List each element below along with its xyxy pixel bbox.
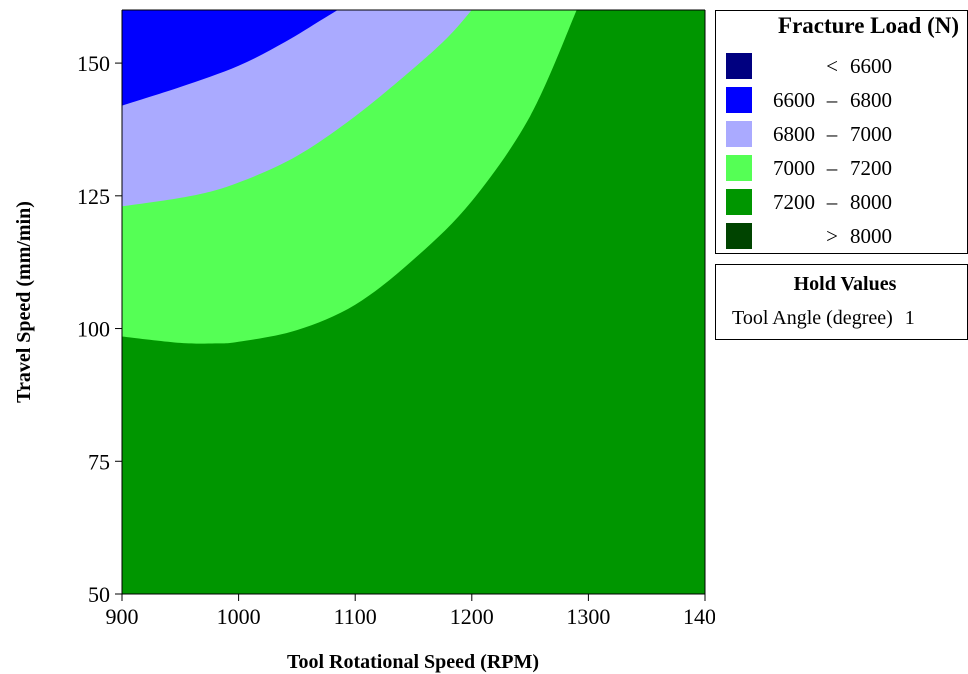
legend-item: <6600 [726, 53, 966, 79]
y-tick-label: 150 [77, 51, 110, 76]
legend-swatch [726, 53, 752, 79]
x-tick-label: 900 [106, 604, 139, 629]
hold-values-panel: Hold Values Tool Angle (degree) 1 [715, 264, 968, 340]
legend-swatch [726, 87, 752, 113]
legend-item: >8000 [726, 223, 966, 249]
x-tick-label: 1400 [683, 604, 715, 629]
legend-swatch [726, 223, 752, 249]
legend-range: 6600–6800 [760, 87, 920, 113]
x-tick-label: 1000 [217, 604, 261, 629]
axes: 900 1000 1100 1200 1300 1400 50 75 100 125 150 [77, 9, 715, 629]
legend-range-high: 6600 [850, 54, 892, 78]
legend-range-dash: – [826, 88, 838, 112]
legend-range-high: 7000 [850, 122, 892, 146]
y-tick-label: 50 [88, 582, 110, 607]
y-tick-label: 125 [77, 184, 110, 209]
hold-value-label: Tool Angle (degree) [732, 307, 893, 329]
legend-range: 6800–7000 [760, 121, 920, 147]
legend-swatch [726, 189, 752, 215]
legend-range-high: 8000 [850, 224, 892, 248]
legend-range: <6600 [760, 53, 920, 79]
x-tick-label: 1200 [450, 604, 494, 629]
legend-range-low: 6600 [773, 88, 815, 112]
legend-item: 7200–8000 [726, 189, 966, 215]
region-6600-6800 [122, 10, 338, 106]
legend-range-dash: – [826, 190, 838, 214]
legend-range-high: 6800 [850, 88, 892, 112]
legend-swatch [726, 155, 752, 181]
hold-value-row: Tool Angle (degree) 1 [732, 307, 915, 330]
legend-range-high: 7200 [850, 156, 892, 180]
legend-range: >8000 [760, 223, 920, 249]
legend-range-low: 7000 [773, 156, 815, 180]
hold-values-title: Hold Values [793, 273, 897, 295]
legend-range-dash: – [826, 156, 838, 180]
legend-range-high: 8000 [850, 190, 892, 214]
legend-range-dash: – [826, 122, 838, 146]
legend: Fracture Load (N) <6600 6600–6800 6800–700… [715, 10, 968, 254]
y-tick-label: 100 [77, 317, 110, 342]
x-axis-title: Tool Rotational Speed (RPM) [287, 651, 539, 673]
legend-item: 6600–6800 [726, 87, 966, 113]
legend-item: 6800–7000 [726, 121, 966, 147]
legend-range-low: 6800 [773, 122, 815, 146]
legend-range: 7200–8000 [760, 189, 920, 215]
x-tick-label: 1300 [566, 604, 610, 629]
contour-regions [122, 10, 705, 594]
legend-range-dash: > [826, 224, 838, 248]
legend-range: 7000–7200 [760, 155, 920, 181]
y-tick-label: 75 [88, 449, 110, 474]
hold-value: 1 [904, 307, 915, 329]
legend-title: Fracture Load (N) [778, 13, 959, 38]
legend-range-low: 7200 [773, 190, 815, 214]
legend-range-dash: < [826, 54, 838, 78]
contour-plot: 900 1000 1100 1200 1300 1400 50 75 100 125 150 Too… [13, 9, 715, 673]
y-axis-title: Travel Speed (mm/min) [13, 201, 35, 403]
legend-item: 7000–7200 [726, 155, 966, 181]
x-tick-label: 1100 [334, 604, 377, 629]
legend-swatch [726, 121, 752, 147]
